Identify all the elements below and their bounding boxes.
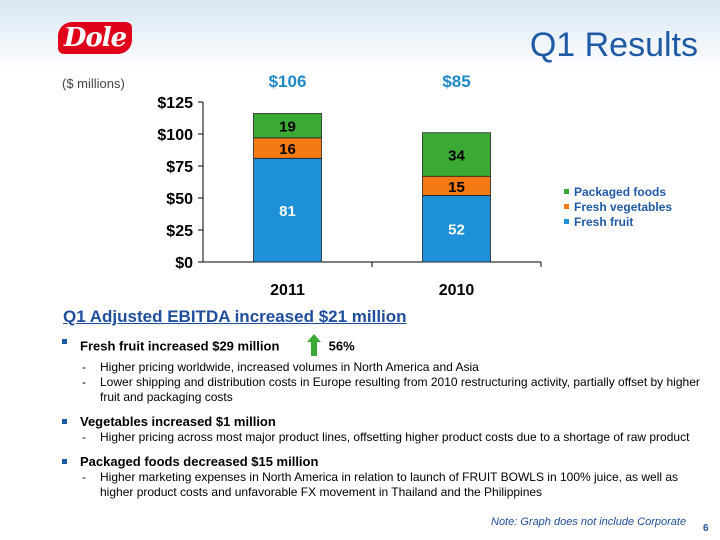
y-tick-label: $100 (157, 127, 193, 144)
bullet-group-vegetables: Vegetables increased $1 million - Higher … (60, 414, 700, 445)
bullet-title: Packaged foods decreased $15 million (80, 454, 319, 469)
bar-segment (253, 113, 322, 139)
chart-legend: Packaged foods Fresh vegetables Fresh frui… (564, 184, 672, 229)
bar-value-label: 15 (448, 179, 465, 196)
legend-swatch (564, 219, 569, 224)
sub-bullet-text: Higher marketing expenses in North Ameri… (100, 470, 679, 499)
change-percent: 56% (328, 338, 355, 354)
legend-item: Fresh fruit (564, 214, 672, 229)
bar-segment (253, 157, 322, 263)
bar-value-label: 81 (279, 203, 296, 220)
results-bullets: Fresh fruit increased $29 million 56% -H… (60, 334, 700, 509)
y-tick-label: $75 (166, 159, 193, 176)
slide-title: Q1 Results (529, 26, 698, 64)
legend-swatch (564, 204, 569, 209)
sub-bullet-text: Higher pricing across most major product… (100, 430, 690, 444)
y-tick-label: $50 (166, 191, 193, 208)
bar-segment (422, 195, 491, 263)
legend-label: Packaged foods (574, 184, 667, 199)
bar-value-label: 52 (448, 222, 465, 239)
bullet-title: Fresh fruit increased $29 million (80, 338, 280, 354)
bar-value-label: 16 (279, 141, 296, 158)
sub-bullet-text: Higher pricing worldwide, increased volu… (100, 360, 479, 374)
bullet-group-packaged-foods: Packaged foods decreased $15 million - Hi… (60, 454, 700, 500)
legend-item: Fresh vegetables (564, 199, 672, 214)
summary-headline: Q1 Adjusted EBITDA increased $21 million (63, 307, 407, 326)
square-bullet-icon (62, 459, 67, 464)
bullet-vegetables: Vegetables increased $1 million (60, 414, 700, 430)
bar-value-label: 19 (279, 119, 296, 136)
y-tick-label: $25 (166, 223, 193, 240)
square-bullet-icon (62, 419, 67, 424)
legend-label: Fresh vegetables (574, 199, 673, 214)
sub-bullet: - Higher marketing expenses in North Amer… (82, 470, 679, 499)
up-arrow-icon (307, 334, 322, 360)
bullet-title: Vegetables increased $1 million (80, 414, 276, 429)
square-bullet-icon (62, 339, 67, 344)
units-note: ($ millions) (62, 76, 125, 91)
stacked-bar-chart: $0 $25 $50 $75 $100 $125 81 16 19 2011 $106 52 15 34 2… (157, 72, 542, 299)
logo-text: Dole (63, 23, 127, 53)
x-tick-label: 2010 (439, 282, 475, 299)
sub-bullet: - Higher pricing across most major produc… (82, 430, 690, 444)
bar-value-label: 34 (448, 147, 465, 164)
bar-total-label: $106 (269, 72, 307, 91)
sub-bullet: - Lower shipping and distribution costs i… (82, 375, 700, 404)
bullet-group-fresh-fruit: Fresh fruit increased $29 million 56% -H… (60, 334, 700, 405)
legend-swatch (564, 189, 569, 194)
x-tick-label: 2011 (270, 282, 305, 299)
page-number: 6 (703, 523, 709, 534)
sub-bullet: - Higher pricing worldwide, increased vol… (82, 360, 479, 374)
y-tick-label: $125 (157, 95, 193, 112)
footnote: Note: Graph does not include Corporate (491, 516, 687, 528)
dole-logo: Dole (58, 22, 132, 54)
bar-segment (422, 132, 491, 177)
y-tick-label: $0 (175, 255, 193, 272)
legend-label: Fresh fruit (574, 214, 634, 229)
bullet-fresh-fruit: Fresh fruit increased $29 million 56% (60, 334, 700, 360)
bullet-packaged-foods: Packaged foods decreased $15 million (60, 454, 700, 470)
bar-total-label: $85 (442, 72, 470, 91)
sub-bullet-text: Lower shipping and distribution costs in… (100, 375, 700, 404)
legend-item: Packaged foods (564, 184, 672, 199)
